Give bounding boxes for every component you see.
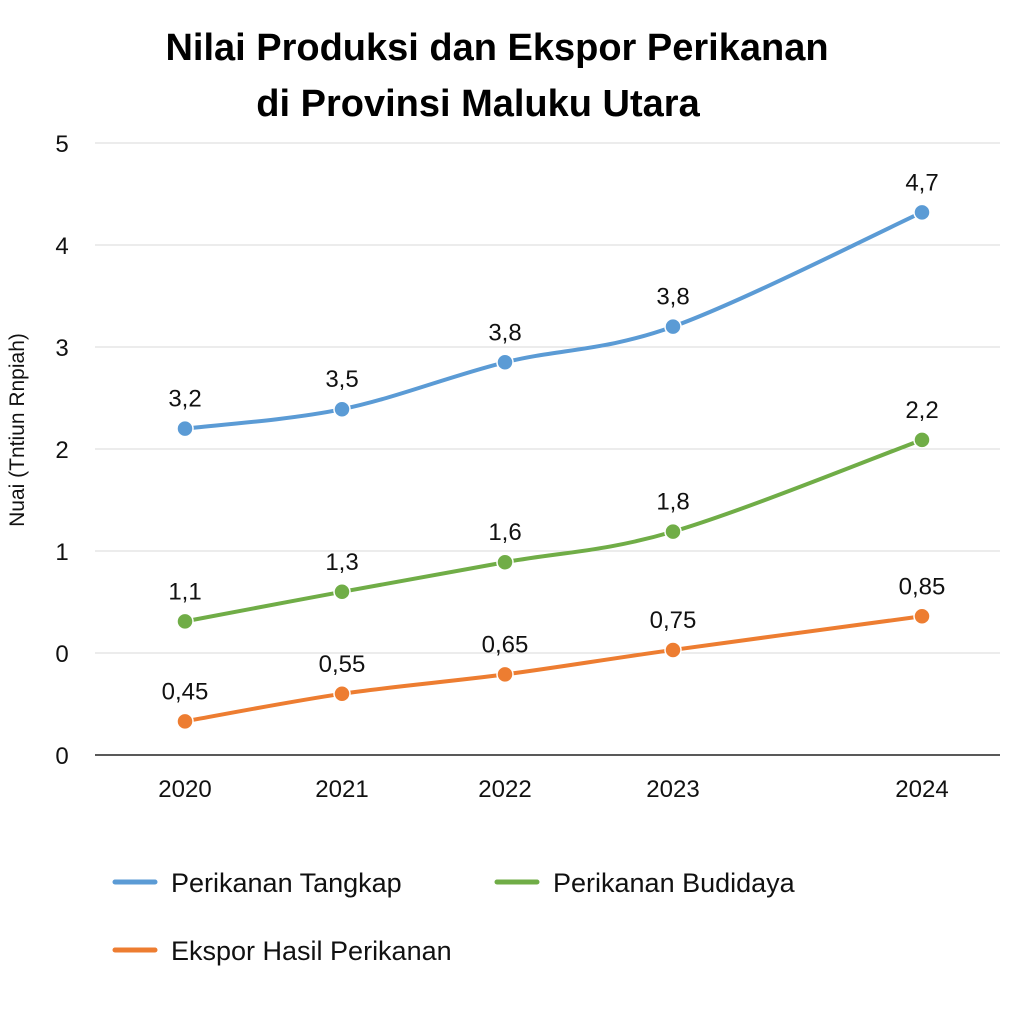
legend-label: Perikanan Budidaya <box>553 868 796 898</box>
data-point <box>664 317 682 336</box>
data-label: 0,85 <box>899 573 946 600</box>
data-point <box>176 612 194 631</box>
data-label: 0,45 <box>162 678 209 705</box>
data-label: 3,8 <box>488 319 521 346</box>
data-point <box>176 712 194 731</box>
data-label: 3,5 <box>325 366 358 393</box>
y-tick-label: 0 <box>55 743 68 770</box>
data-point <box>913 431 931 449</box>
x-tick-label: 2020 <box>158 776 211 803</box>
legend-label: Perikanan Tangkap <box>171 868 402 898</box>
y-tick-label: 1 <box>55 539 68 566</box>
data-label: 1,8 <box>656 489 689 516</box>
data-point <box>496 553 514 571</box>
data-point <box>913 607 931 626</box>
chart-title-line-2: di Provinsi Maluku Utara <box>256 83 700 125</box>
data-point <box>176 419 194 438</box>
data-label: 0,75 <box>650 607 697 634</box>
x-tick-label: 2024 <box>895 776 948 803</box>
data-point <box>664 641 682 659</box>
data-label: 0,65 <box>482 631 529 658</box>
data-label: 4,7 <box>905 169 938 196</box>
series-line <box>184 210 923 431</box>
y-tick-label: 4 <box>55 233 68 260</box>
data-label: 3,8 <box>656 284 689 311</box>
data-point <box>664 522 682 541</box>
data-label: 1,1 <box>168 578 201 605</box>
data-point <box>333 583 351 601</box>
x-tick-label: 2023 <box>646 776 699 803</box>
y-tick-label: 2 <box>55 437 68 464</box>
legend-label: Ekspor Hasil Perikanan <box>171 936 452 966</box>
chart-title-line-1: Nilai Produksi dan Ekspor Perikanan <box>165 27 828 69</box>
data-label: 3,2 <box>168 386 201 413</box>
data-label: 1,3 <box>325 549 358 576</box>
y-axis-label: Nuai (Tntiun Rnpiah) <box>6 333 29 527</box>
data-label: 1,6 <box>488 519 521 546</box>
data-label: 0,55 <box>319 651 366 678</box>
series-line <box>184 614 923 724</box>
x-tick-label: 2022 <box>478 776 531 803</box>
x-tick-label: 2021 <box>315 776 368 803</box>
data-point <box>496 353 514 372</box>
data-point <box>333 685 351 703</box>
data-point <box>496 665 514 684</box>
data-point <box>913 203 931 222</box>
series-line <box>184 437 923 624</box>
y-tick-label: 0 <box>55 641 68 668</box>
y-tick-label: 3 <box>55 335 68 362</box>
y-tick-label: 5 <box>55 131 68 158</box>
data-point <box>333 400 351 418</box>
data-label: 2,2 <box>905 397 938 424</box>
